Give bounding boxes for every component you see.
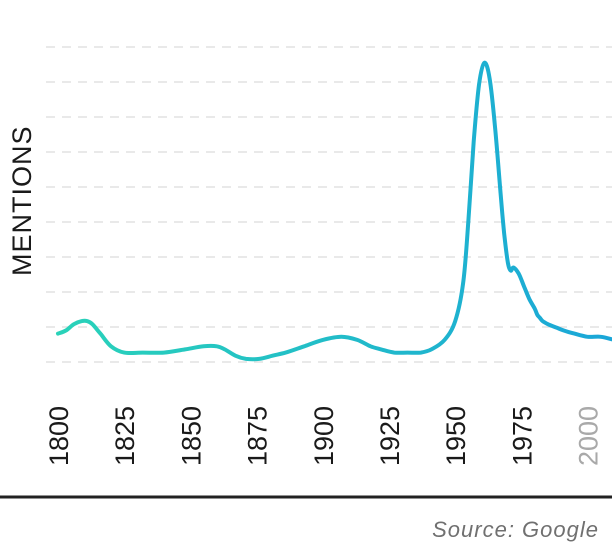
x-tick-label-1900: 1900 xyxy=(309,406,339,466)
x-tick-label-1825: 1825 xyxy=(110,406,140,466)
y-axis-label: MENTIONS xyxy=(7,125,37,276)
x-tick-label-2000: 2000 xyxy=(574,406,604,466)
x-tick-label-1800: 1800 xyxy=(44,406,74,466)
x-tick-label-1925: 1925 xyxy=(375,406,405,466)
source-credit: Source: Google xyxy=(432,517,599,542)
series-line xyxy=(56,60,612,362)
x-axis-ticks: 1800 1825 1850 1875 1900 1925 1950 1975 2000 xyxy=(44,406,604,466)
x-tick-label-1975: 1975 xyxy=(507,406,537,466)
x-tick-label-1875: 1875 xyxy=(243,406,273,466)
x-tick-label-1950: 1950 xyxy=(441,406,471,466)
gridlines xyxy=(46,46,612,363)
x-tick-label-1850: 1850 xyxy=(176,406,206,466)
